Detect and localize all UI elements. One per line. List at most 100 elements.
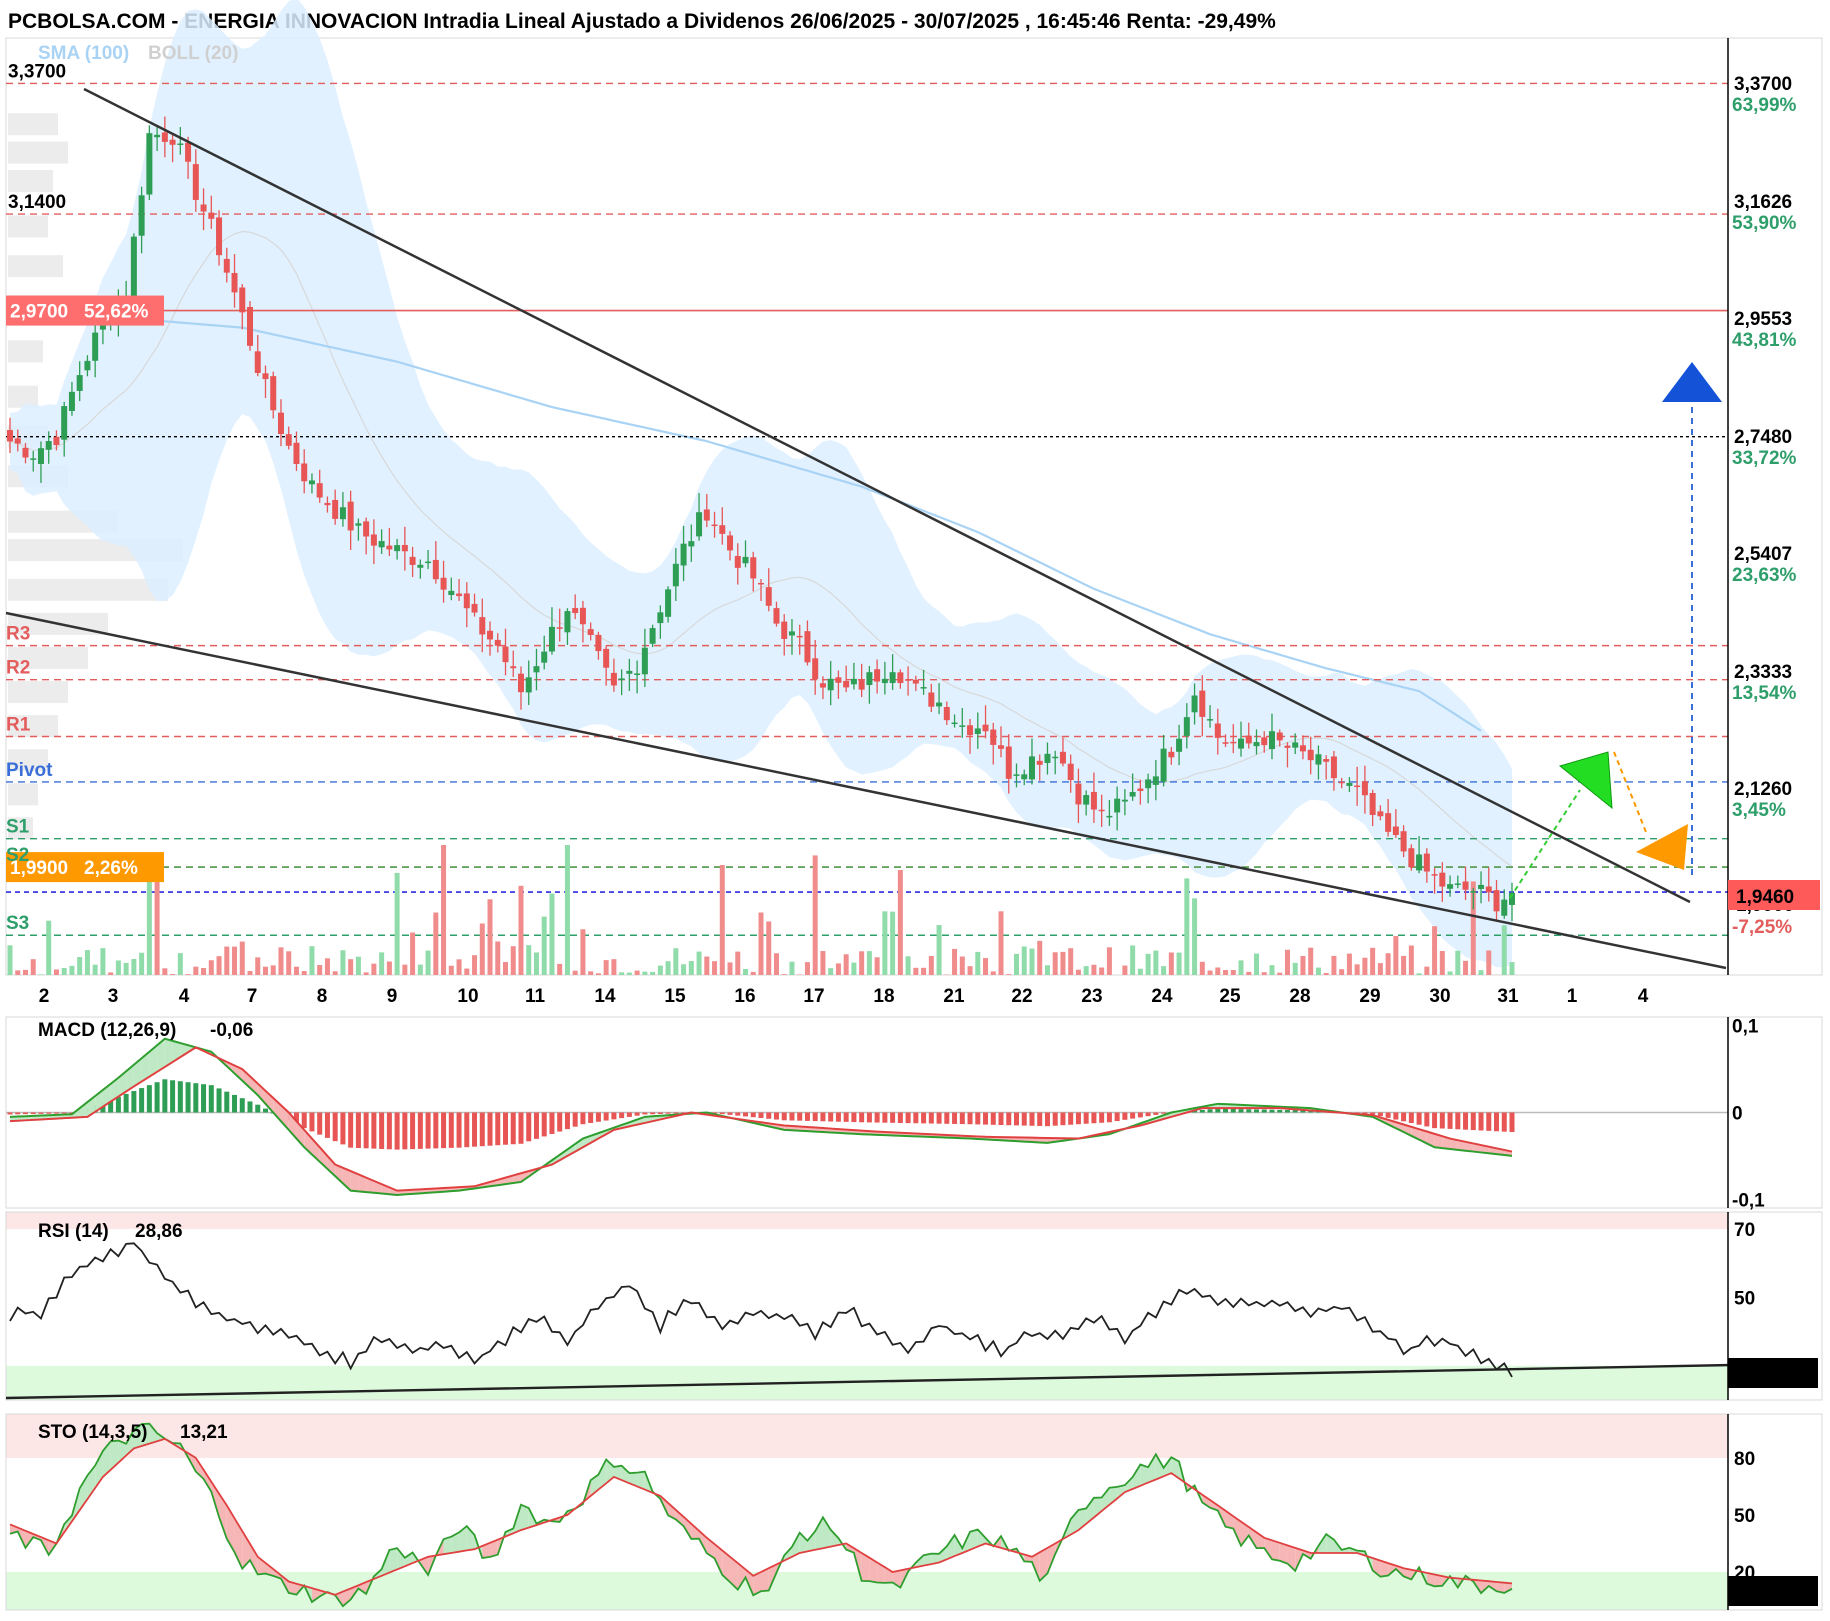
x-axis-label: 31: [1497, 986, 1519, 1007]
macd-hist-bar: [449, 1113, 454, 1148]
candle-body: [564, 611, 570, 632]
volume-bar: [813, 855, 818, 975]
macd-hist-bar: [116, 1097, 121, 1113]
volume-bar: [1479, 970, 1484, 975]
macd-hist-bar: [503, 1113, 508, 1145]
candle-body: [1254, 742, 1260, 746]
candle-body: [758, 583, 764, 585]
macd-hist-bar: [549, 1113, 554, 1134]
volume-bar: [31, 959, 36, 975]
macd-hist-bar: [1053, 1113, 1058, 1126]
candle-body: [1261, 737, 1267, 745]
macd-hist-bar: [155, 1082, 160, 1112]
macd-hist-bar: [224, 1092, 229, 1113]
macd-hist-bar: [1486, 1113, 1491, 1131]
x-axis-label: 14: [594, 986, 616, 1007]
right-tick-pct: 3,45%: [1732, 800, 1786, 821]
pivot-label-pivot: Pivot: [6, 760, 53, 781]
volume-bar: [1409, 945, 1414, 975]
candle-body: [1323, 759, 1329, 762]
candle-body: [820, 683, 826, 687]
volume-bar: [1370, 948, 1375, 975]
rsi-line: [10, 1243, 1512, 1377]
macd-hist-bar: [658, 1113, 663, 1114]
candle-body: [410, 557, 416, 565]
highlight-level-pct: 52,62%: [84, 302, 149, 323]
right-bottom-pct: -7,25%: [1732, 917, 1792, 938]
volume-bar: [441, 845, 446, 975]
macd-value: -0,06: [210, 1020, 253, 1041]
candle-body: [441, 578, 447, 590]
macd-hist-bar: [302, 1113, 307, 1129]
candle-body: [1346, 783, 1352, 786]
macd-hist-bar: [1208, 1109, 1213, 1112]
macd-hist-bar: [418, 1113, 423, 1149]
volume-bar: [666, 961, 671, 975]
rsi-label: RSI (14): [38, 1221, 109, 1242]
volume-bar: [1254, 954, 1259, 975]
macd-hist-bar: [348, 1113, 353, 1148]
candle-body: [696, 512, 702, 536]
x-axis-label: 1: [1567, 986, 1578, 1007]
candle-body: [1385, 813, 1391, 832]
macd-hist-bar: [1262, 1110, 1267, 1113]
sto-d-line: [10, 1439, 1512, 1595]
candle-body: [448, 591, 454, 595]
volume-bar: [248, 971, 253, 975]
orange-triangle: [1636, 824, 1688, 870]
candle-body: [1153, 776, 1159, 785]
macd-hist-bar: [1401, 1113, 1406, 1122]
volume-bar: [968, 966, 973, 975]
volume-bar: [224, 947, 229, 975]
candle-body: [1370, 793, 1376, 815]
macd-hist-bar: [1006, 1113, 1011, 1126]
candle-body: [859, 680, 865, 689]
candle-body: [1184, 717, 1190, 736]
volume-bar: [511, 946, 516, 975]
macd-hist-bar: [759, 1113, 764, 1118]
volume-bar: [62, 968, 67, 975]
volume-bar: [1045, 965, 1050, 975]
volume-bar: [1037, 941, 1042, 975]
volume-bar: [1014, 954, 1019, 975]
right-tick-value: 2,5407: [1734, 544, 1792, 565]
candle-body: [952, 723, 958, 725]
x-axis-label: 9: [387, 986, 398, 1007]
candle-body: [1416, 854, 1422, 870]
candle-body: [1339, 782, 1345, 784]
volume-bar: [108, 972, 113, 975]
candle-body: [781, 622, 787, 639]
macd-hist-bar: [1076, 1113, 1081, 1125]
candle-body: [433, 560, 439, 579]
candle-body: [1068, 764, 1074, 780]
candle-body: [1308, 750, 1314, 760]
macd-hist-bar: [774, 1113, 779, 1120]
candle-body: [642, 648, 648, 675]
macd-hist-bar: [557, 1113, 562, 1132]
macd-hist-bar: [1254, 1109, 1259, 1112]
candle-body: [1432, 874, 1438, 876]
volume-bar: [913, 968, 918, 975]
volume-bar: [820, 951, 825, 975]
volume-bar: [1424, 967, 1429, 975]
macd-hist-bar: [983, 1113, 988, 1125]
sto-tick: 50: [1734, 1506, 1755, 1527]
x-axis-label: 29: [1359, 986, 1380, 1007]
macd-hist-bar: [968, 1113, 973, 1125]
macd-hist-bar: [495, 1113, 500, 1146]
candle-body: [1122, 800, 1128, 802]
macd-hist-bar: [906, 1113, 911, 1124]
macd-hist-bar: [248, 1101, 253, 1112]
x-axis-label: 30: [1429, 986, 1450, 1007]
candle-body: [797, 636, 803, 638]
candle-body: [1223, 742, 1229, 744]
candle-body: [1192, 696, 1198, 713]
macd-hist-bar: [673, 1113, 678, 1114]
volume-bar: [929, 956, 934, 975]
candle-body: [1130, 792, 1136, 797]
candle-body: [518, 674, 524, 692]
candle-body: [843, 681, 849, 687]
volume-bar: [867, 951, 872, 975]
candle-body: [866, 672, 872, 685]
